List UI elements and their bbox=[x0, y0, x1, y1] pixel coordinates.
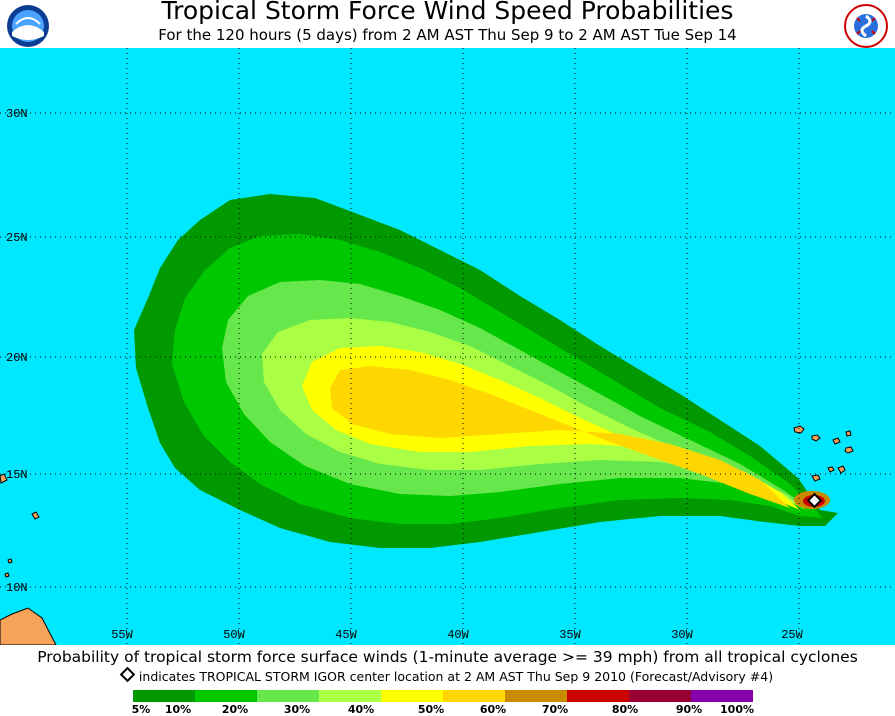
lat-label-30n: 30N bbox=[6, 107, 28, 121]
lat-label-20n: 20N bbox=[6, 351, 28, 365]
legend-swatch-30 bbox=[319, 690, 381, 702]
probability-legend: 5% 10% 20% 30% 40% 50% 60% 70% 80% 90% 1… bbox=[131, 690, 754, 716]
lat-label-15n: 15N bbox=[6, 468, 28, 482]
cape-verde-islands bbox=[793, 425, 854, 482]
page-subtitle: For the 120 hours (5 days) from 2 AM AST… bbox=[158, 26, 737, 44]
noaa-logo bbox=[6, 4, 50, 48]
legend-tick: 20% bbox=[221, 703, 249, 716]
nws-logo bbox=[844, 4, 888, 48]
island bbox=[827, 466, 835, 473]
lon-label-25w: 25W bbox=[781, 628, 803, 642]
footer: Probability of tropical storm force surf… bbox=[0, 645, 895, 716]
lon-label-30w: 30W bbox=[671, 628, 693, 642]
legend-tick: 60% bbox=[479, 703, 507, 716]
legend-tick: 70% bbox=[541, 703, 569, 716]
lon-label-40w: 40W bbox=[447, 628, 469, 642]
legend-tick: 5% bbox=[131, 703, 151, 716]
legend-swatch-70 bbox=[567, 690, 629, 702]
island bbox=[845, 430, 852, 437]
map-caption: Probability of tropical storm force surf… bbox=[37, 648, 858, 666]
lat-label-25n: 25N bbox=[6, 231, 28, 245]
island bbox=[793, 425, 805, 434]
legend-swatch-40 bbox=[381, 690, 443, 702]
island bbox=[844, 446, 854, 454]
island bbox=[811, 474, 821, 482]
graticule bbox=[0, 48, 895, 645]
storm-center-note: indicates TROPICAL STORM IGOR center loc… bbox=[0, 666, 895, 685]
lat-label-10n: 10N bbox=[6, 581, 28, 595]
lon-label-55w: 55W bbox=[111, 628, 133, 642]
legend-swatch-5 bbox=[133, 690, 195, 702]
storm-center-note-text: indicates TROPICAL STORM IGOR center loc… bbox=[138, 669, 774, 684]
probability-map: 30N 25N 20N 15N 10N 55W 50W 45W 40W 35W … bbox=[0, 48, 895, 646]
island bbox=[4, 572, 10, 578]
legend-swatch-90 bbox=[691, 690, 753, 702]
diamond-icon bbox=[119, 666, 136, 683]
header: Tropical Storm Force Wind Speed Probabil… bbox=[0, 0, 895, 48]
island bbox=[832, 437, 841, 445]
legend-swatch-50 bbox=[443, 690, 505, 702]
legend-tick: 40% bbox=[347, 703, 375, 716]
lon-label-45w: 45W bbox=[335, 628, 357, 642]
legend-tick: 90% bbox=[675, 703, 703, 716]
caribbean-land bbox=[0, 473, 57, 646]
lon-label-50w: 50W bbox=[223, 628, 245, 642]
island bbox=[0, 473, 8, 484]
storm-center-marker bbox=[806, 492, 823, 509]
south-america-coast bbox=[0, 607, 57, 646]
legend-swatch-20 bbox=[257, 690, 319, 702]
legend-tick: 100% bbox=[720, 703, 754, 716]
page-title: Tropical Storm Force Wind Speed Probabil… bbox=[161, 0, 734, 25]
legend-tick: 50% bbox=[417, 703, 445, 716]
island bbox=[31, 511, 40, 520]
legend-swatch-80 bbox=[629, 690, 691, 702]
legend-tick: 80% bbox=[611, 703, 639, 716]
legend-tick: 30% bbox=[283, 703, 311, 716]
contour-50-percent bbox=[330, 366, 790, 508]
lon-label-35w: 35W bbox=[559, 628, 581, 642]
island bbox=[837, 465, 846, 474]
legend-swatch-60 bbox=[505, 690, 567, 702]
island bbox=[811, 434, 821, 442]
island bbox=[7, 558, 13, 564]
legend-swatch-10 bbox=[195, 690, 257, 702]
legend-tick: 10% bbox=[164, 703, 192, 716]
legend-color-bar bbox=[133, 690, 753, 702]
